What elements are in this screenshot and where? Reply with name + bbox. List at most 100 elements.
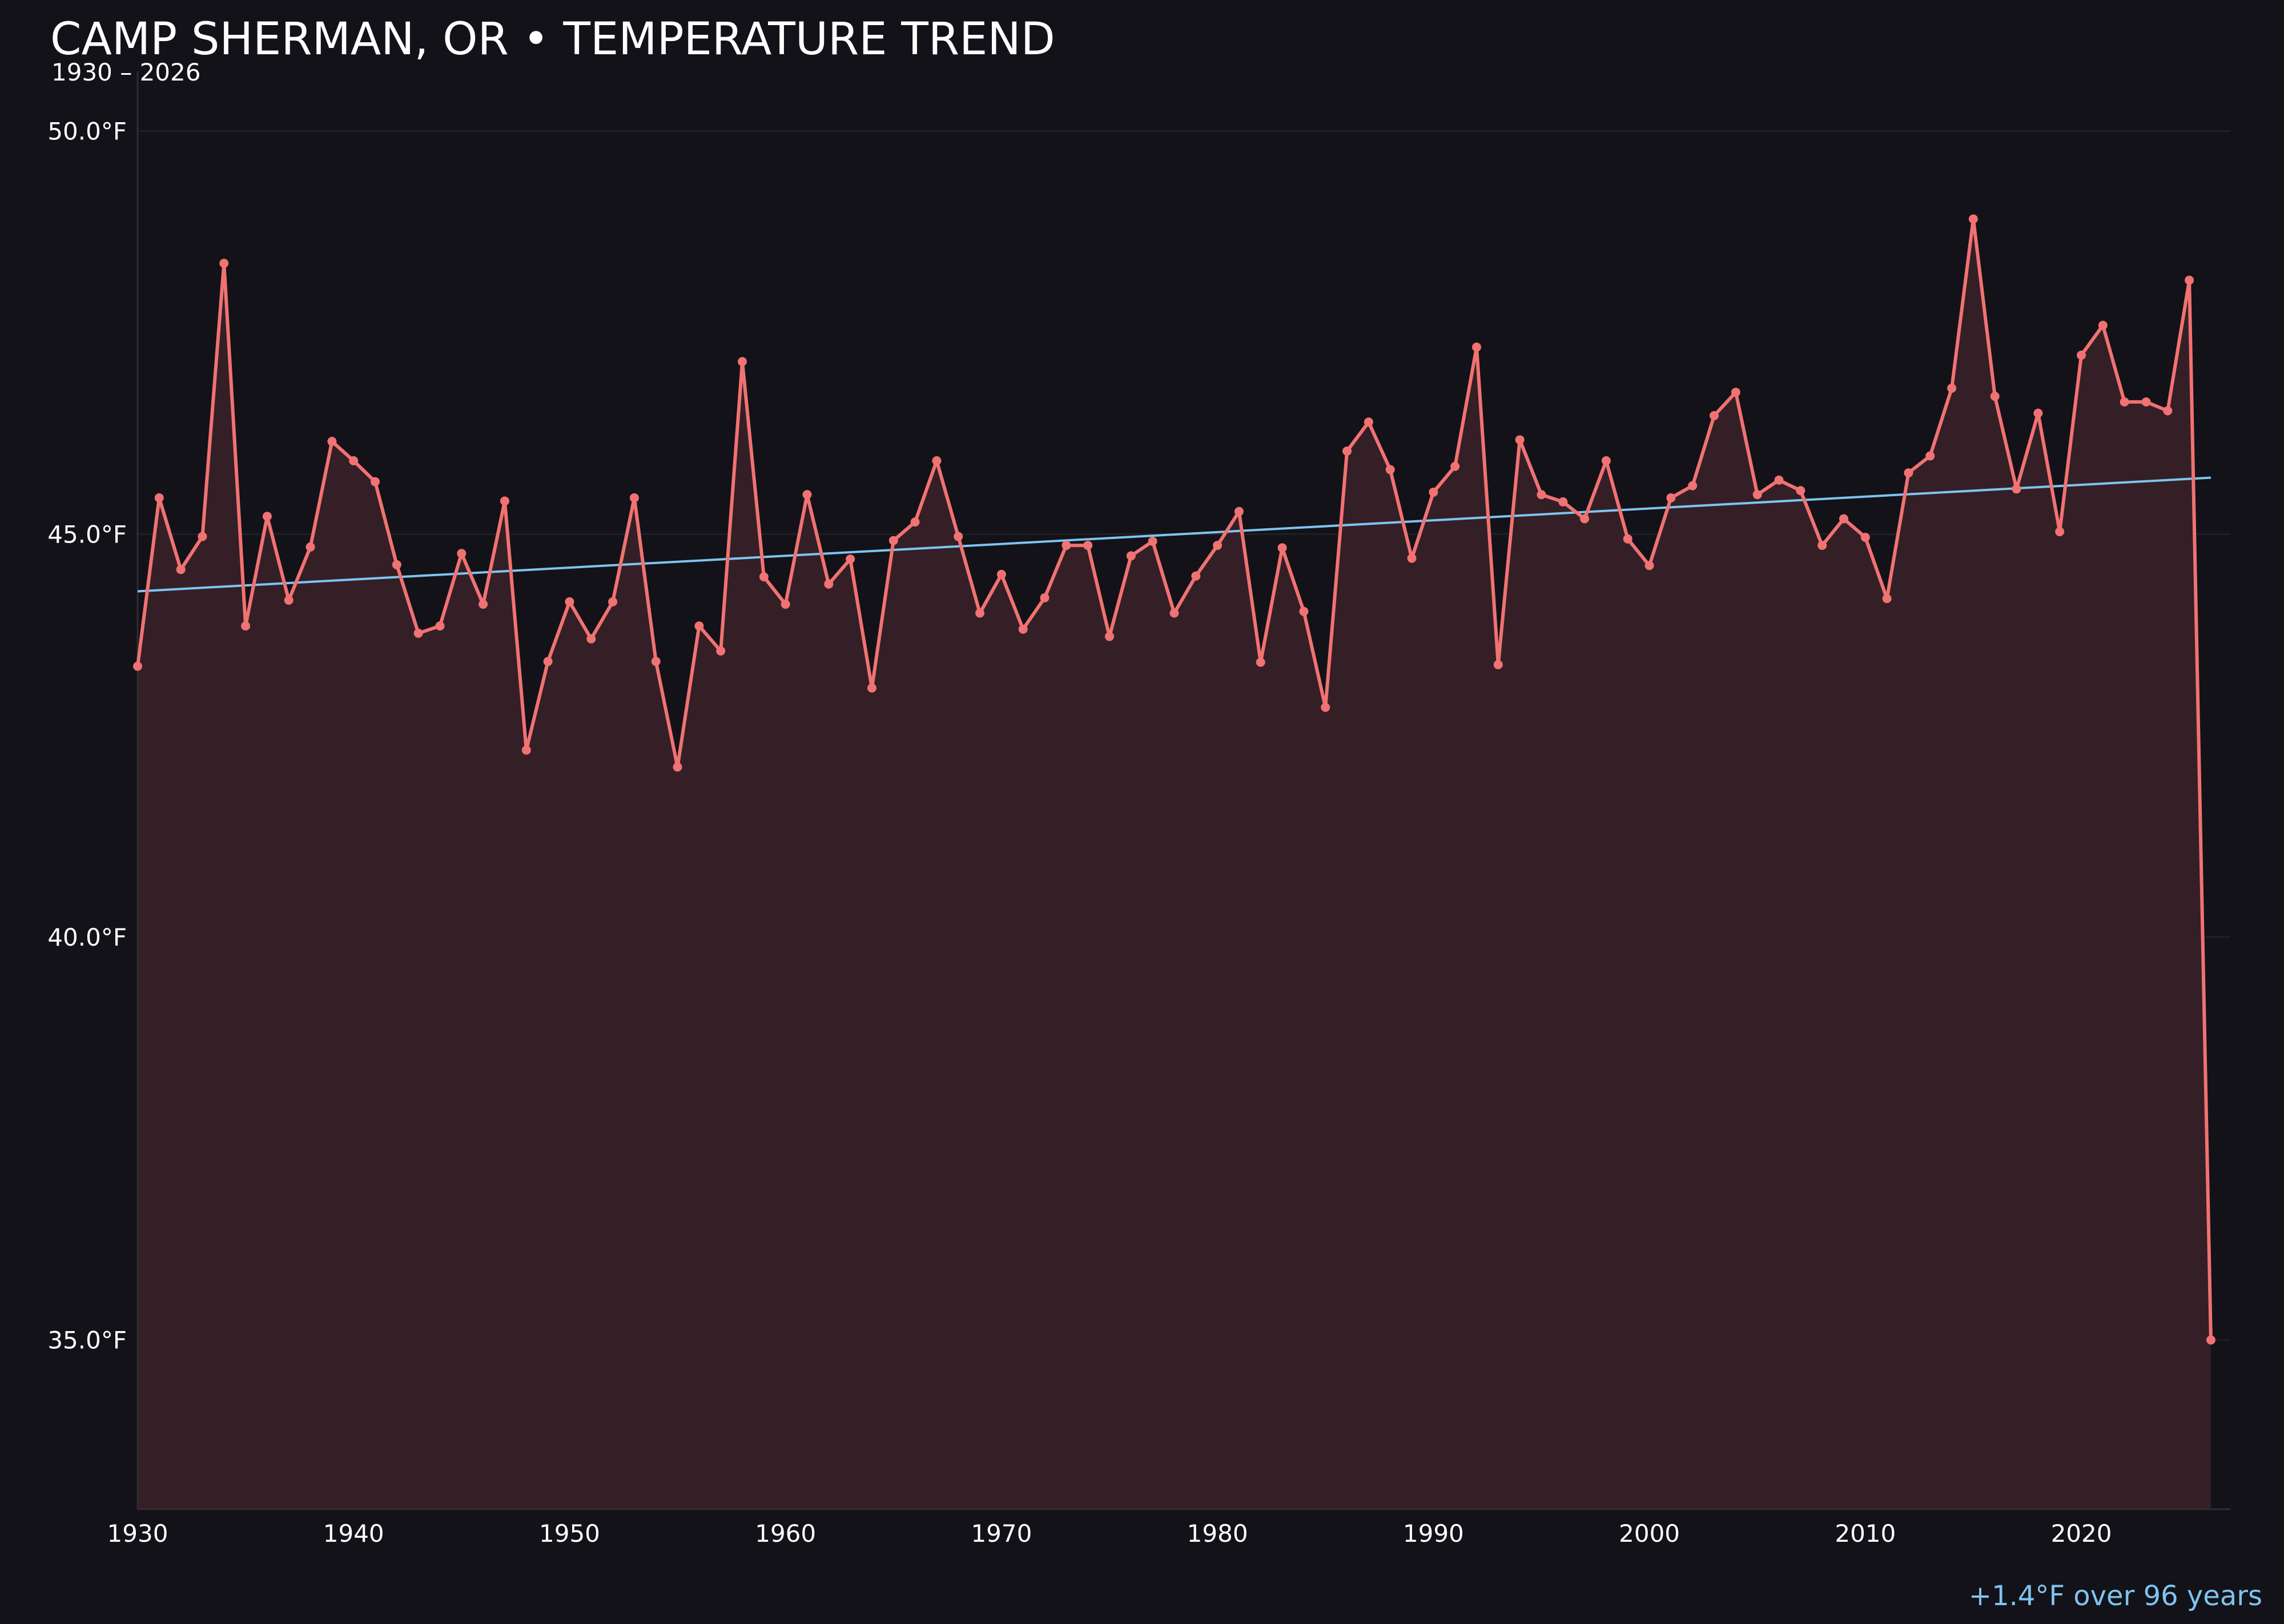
data-point bbox=[565, 597, 574, 606]
data-point bbox=[133, 661, 142, 671]
data-point bbox=[2120, 397, 2129, 407]
data-point bbox=[1666, 493, 1676, 503]
y-tick-label: 50.0°F bbox=[47, 118, 127, 146]
data-point bbox=[1925, 451, 1935, 461]
data-point bbox=[457, 549, 467, 558]
data-point bbox=[1774, 475, 1784, 485]
data-point bbox=[1364, 417, 1373, 427]
data-point bbox=[867, 683, 876, 693]
data-point bbox=[1990, 391, 2000, 401]
data-point bbox=[932, 456, 942, 465]
data-point bbox=[1234, 507, 1244, 516]
data-point bbox=[2163, 406, 2173, 416]
data-point bbox=[1429, 487, 1438, 497]
chart-subtitle: 1930 – 2026 bbox=[51, 58, 200, 86]
data-point bbox=[1817, 541, 1827, 550]
x-tick-label: 2020 bbox=[2051, 1520, 2112, 1547]
data-point bbox=[738, 357, 747, 367]
x-tick-label: 1940 bbox=[323, 1520, 384, 1547]
data-point bbox=[241, 621, 251, 631]
data-point bbox=[1882, 594, 1892, 604]
data-point bbox=[1623, 534, 1632, 544]
data-point bbox=[1191, 571, 1201, 581]
data-point bbox=[975, 608, 985, 618]
data-point bbox=[1710, 411, 1719, 420]
y-tick-labels: 35.0°F 40.0°F 45.0°F 50.0°F bbox=[47, 118, 127, 1354]
data-point bbox=[824, 579, 834, 589]
data-point bbox=[2098, 320, 2108, 330]
data-point bbox=[1904, 468, 1913, 478]
data-point bbox=[608, 597, 618, 606]
x-tick-label: 2010 bbox=[1835, 1520, 1896, 1547]
data-point bbox=[1968, 214, 1978, 224]
data-point bbox=[1169, 608, 1179, 618]
data-point bbox=[1148, 537, 1157, 546]
data-point bbox=[1601, 456, 1611, 465]
x-tick-label: 1930 bbox=[107, 1520, 168, 1547]
x-tick-label: 1990 bbox=[1403, 1520, 1464, 1547]
data-point bbox=[1558, 497, 1568, 507]
data-point bbox=[1256, 657, 1265, 667]
data-point bbox=[1471, 342, 1481, 352]
data-point bbox=[1493, 660, 1503, 669]
data-point bbox=[1126, 551, 1136, 561]
data-point bbox=[2012, 484, 2021, 494]
chart-title: CAMP SHERMAN, OR • TEMPERATURE TREND bbox=[50, 14, 1055, 65]
data-point bbox=[759, 572, 769, 582]
data-point bbox=[371, 477, 380, 487]
data-point bbox=[1321, 702, 1330, 712]
data-point bbox=[629, 493, 639, 503]
trend-line bbox=[137, 476, 2211, 593]
data-point bbox=[673, 762, 682, 772]
data-point bbox=[910, 517, 920, 527]
data-point bbox=[2185, 275, 2194, 285]
point-layer bbox=[133, 214, 2215, 1345]
data-point bbox=[1580, 514, 1590, 524]
data-point bbox=[651, 657, 661, 666]
data-point bbox=[1796, 486, 1806, 496]
data-point bbox=[1860, 532, 1870, 542]
data-point bbox=[1839, 514, 1848, 524]
data-point bbox=[2077, 351, 2086, 360]
data-point bbox=[1061, 541, 1071, 550]
data-point bbox=[1644, 561, 1654, 570]
data-point bbox=[1752, 490, 1762, 500]
trend-annotation: +1.4°F over 96 years bbox=[1969, 1580, 2262, 1612]
data-point bbox=[1040, 593, 1049, 602]
data-point bbox=[1277, 543, 1287, 553]
data-point bbox=[1537, 490, 1546, 500]
x-tick-label: 1970 bbox=[971, 1520, 1032, 1547]
x-tick-labels: 1930 1940 1950 1960 1970 1980 1990 2000 2010 2020 bbox=[107, 1520, 2112, 1547]
data-point bbox=[802, 490, 812, 500]
data-point bbox=[176, 565, 186, 574]
y-tick-label: 45.0°F bbox=[47, 520, 127, 548]
data-point bbox=[1018, 624, 1028, 634]
data-point bbox=[2206, 1335, 2215, 1345]
data-point bbox=[349, 456, 359, 465]
data-point bbox=[392, 560, 401, 569]
x-tick-label: 1960 bbox=[755, 1520, 816, 1547]
data-point bbox=[2141, 397, 2151, 407]
y-tick-label: 40.0°F bbox=[47, 923, 127, 951]
trend-layer bbox=[137, 476, 2211, 593]
data-point bbox=[1342, 446, 1352, 456]
data-point bbox=[543, 657, 553, 666]
x-tick-label: 1950 bbox=[539, 1520, 600, 1547]
data-point bbox=[954, 532, 963, 541]
data-point bbox=[1731, 387, 1740, 397]
data-point bbox=[1105, 632, 1115, 641]
data-point bbox=[284, 596, 293, 605]
data-point bbox=[1213, 541, 1223, 550]
data-point bbox=[305, 542, 315, 552]
data-point bbox=[996, 569, 1006, 579]
area-layer bbox=[138, 219, 2211, 1510]
data-point bbox=[846, 554, 855, 564]
data-point bbox=[1385, 465, 1395, 475]
data-point bbox=[1688, 481, 1698, 491]
data-point bbox=[198, 532, 207, 541]
data-point bbox=[327, 437, 337, 447]
data-point bbox=[478, 600, 488, 609]
data-point bbox=[1450, 461, 1460, 471]
